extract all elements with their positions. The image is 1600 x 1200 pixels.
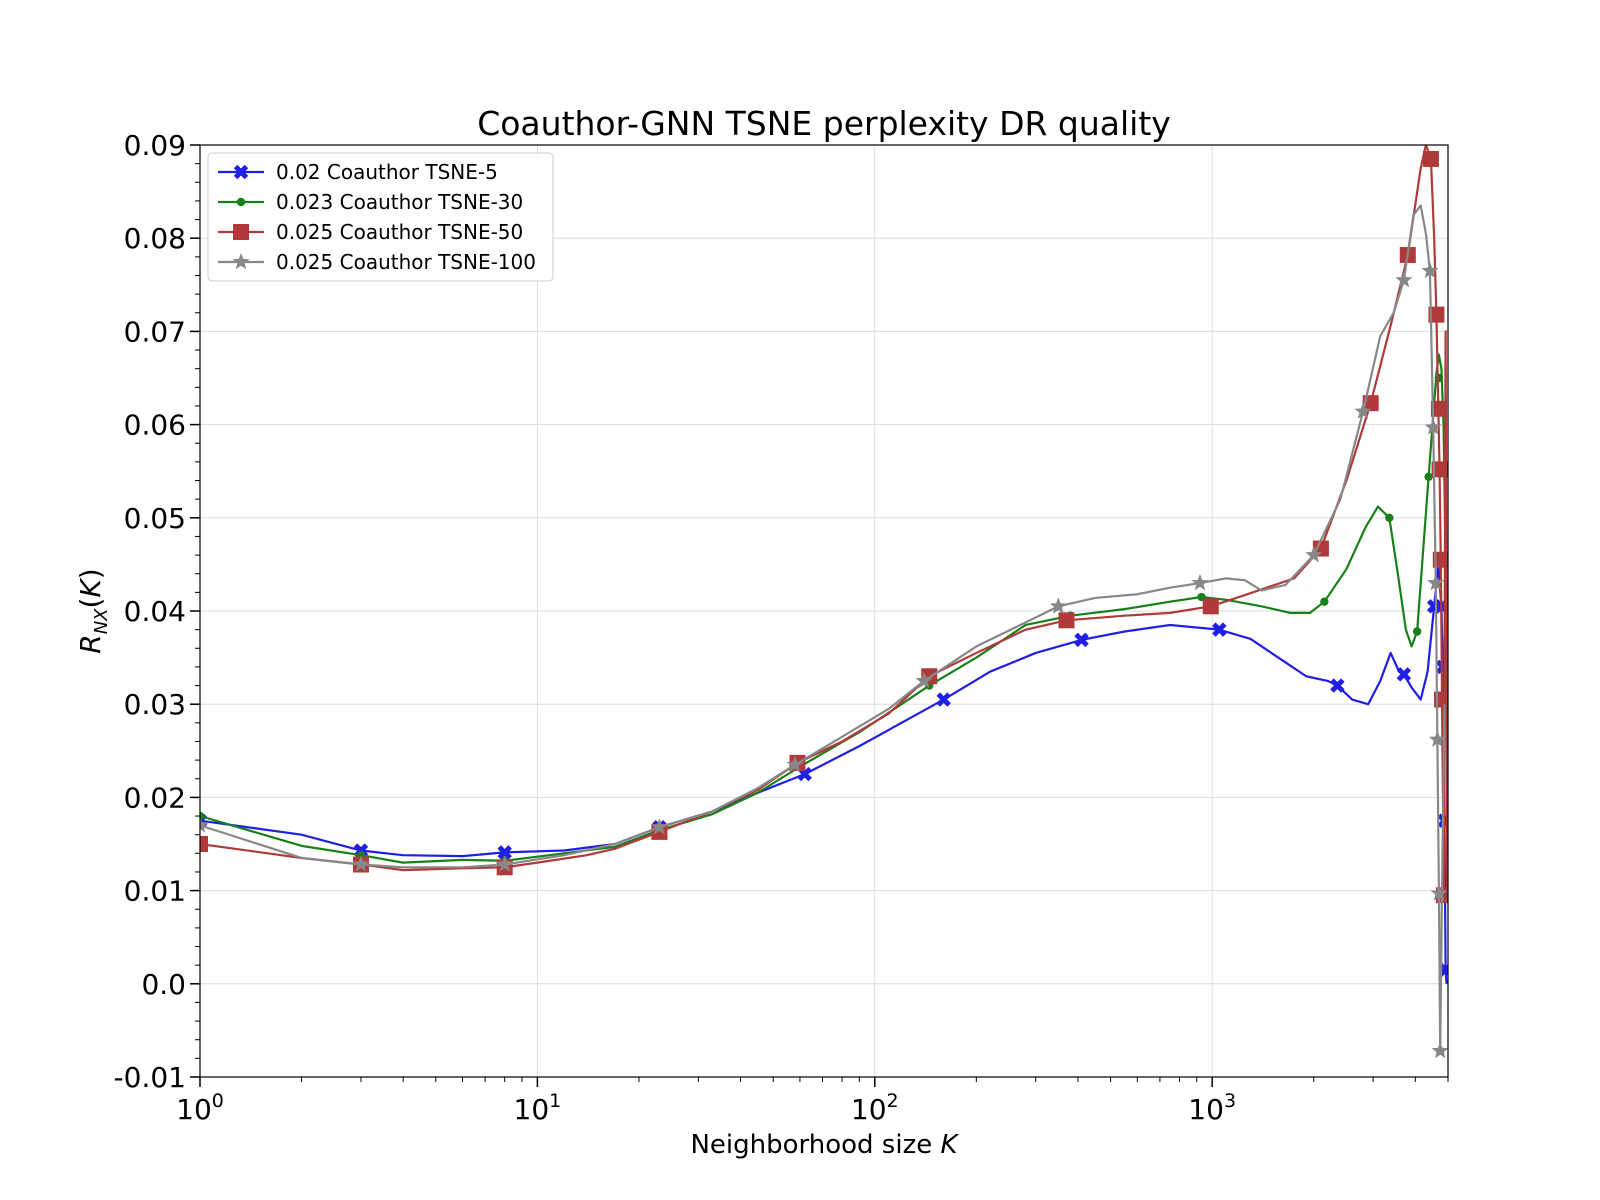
y-tick-label: -0.01 <box>114 1061 186 1094</box>
x-tick-label: 101 <box>514 1090 562 1126</box>
series-layer <box>200 145 1448 1059</box>
data-point <box>1395 271 1413 288</box>
data-point <box>352 855 370 872</box>
legend-label: 0.025 Coauthor TSNE-100 <box>276 250 536 274</box>
data-point <box>1428 730 1446 747</box>
x-axis-label: Neighborhood size K <box>690 1130 959 1160</box>
data-point <box>1434 373 1444 383</box>
y-tick-label: 0.06 <box>124 409 186 442</box>
data-point <box>1421 261 1439 279</box>
data-point <box>496 855 514 872</box>
data-point <box>200 816 209 833</box>
legend-box <box>207 152 554 282</box>
legend-marker <box>233 164 249 180</box>
y-tick-label: 0.05 <box>124 502 186 535</box>
data-point <box>1428 306 1445 323</box>
data-point <box>1424 472 1433 481</box>
legend-marker <box>236 197 246 207</box>
y-axis-label: RNX(K) <box>74 568 112 654</box>
chart-title: Coauthor-GNN TSNE perplexity DR quality <box>477 104 1171 143</box>
data-point <box>497 845 512 860</box>
data-point <box>915 671 933 689</box>
legend-marker <box>233 224 249 240</box>
data-point <box>1422 150 1439 167</box>
legend-label: 0.025 Coauthor TSNE-50 <box>276 220 523 244</box>
data-point <box>650 818 668 835</box>
y-tick-label: 0.03 <box>124 688 186 721</box>
data-point <box>200 811 205 821</box>
data-point <box>1431 461 1448 478</box>
data-point <box>1074 632 1089 648</box>
y-tick-label: 0.01 <box>124 875 186 908</box>
y-tick-label: 0.09 <box>124 129 186 162</box>
data-point <box>1396 667 1412 682</box>
data-point <box>1354 402 1372 419</box>
legend-label: 0.023 Coauthor TSNE-30 <box>276 190 523 214</box>
x-tick-label: 102 <box>851 1090 899 1126</box>
data-point <box>1430 400 1447 417</box>
x-tick-label: 103 <box>1188 1090 1236 1126</box>
data-point <box>1320 597 1329 606</box>
data-point <box>200 836 208 852</box>
series-line <box>200 145 1448 897</box>
axis-ticks: -0.01 0.0 0.01 0.02 0.03 0.04 0.05 0.06 0.07 0.08… <box>114 129 1449 1126</box>
data-point <box>1305 546 1323 563</box>
data-point <box>1427 574 1445 591</box>
data-point <box>1431 1041 1448 1059</box>
y-tick-label: 0.08 <box>124 222 186 255</box>
data-point <box>936 692 951 707</box>
data-point <box>1202 598 1219 615</box>
data-point <box>1058 612 1075 629</box>
legend-label: 0.02 Coauthor TSNE-5 <box>276 160 498 184</box>
x-tick-label: 100 <box>176 1090 224 1126</box>
data-point <box>1412 627 1422 636</box>
y-tick-label: 0.04 <box>124 595 186 628</box>
data-point <box>1330 678 1345 693</box>
y-tick-label: 0.07 <box>124 315 186 348</box>
series-* <box>200 204 1448 1059</box>
data-point <box>1191 574 1209 591</box>
data-point <box>1430 884 1448 901</box>
legend: 0.02 Coauthor TSNE-5 0.023 Coauthor TSNE-… <box>207 152 554 282</box>
data-point <box>1432 551 1448 568</box>
legend-marker <box>232 253 250 270</box>
y-tick-label: 0.02 <box>124 781 186 814</box>
data-point <box>1212 622 1227 637</box>
data-point <box>1049 597 1067 614</box>
y-tick-label: 0.0 <box>141 968 186 1001</box>
data-point <box>1424 418 1442 435</box>
data-point <box>1385 513 1394 522</box>
data-point <box>786 755 804 773</box>
